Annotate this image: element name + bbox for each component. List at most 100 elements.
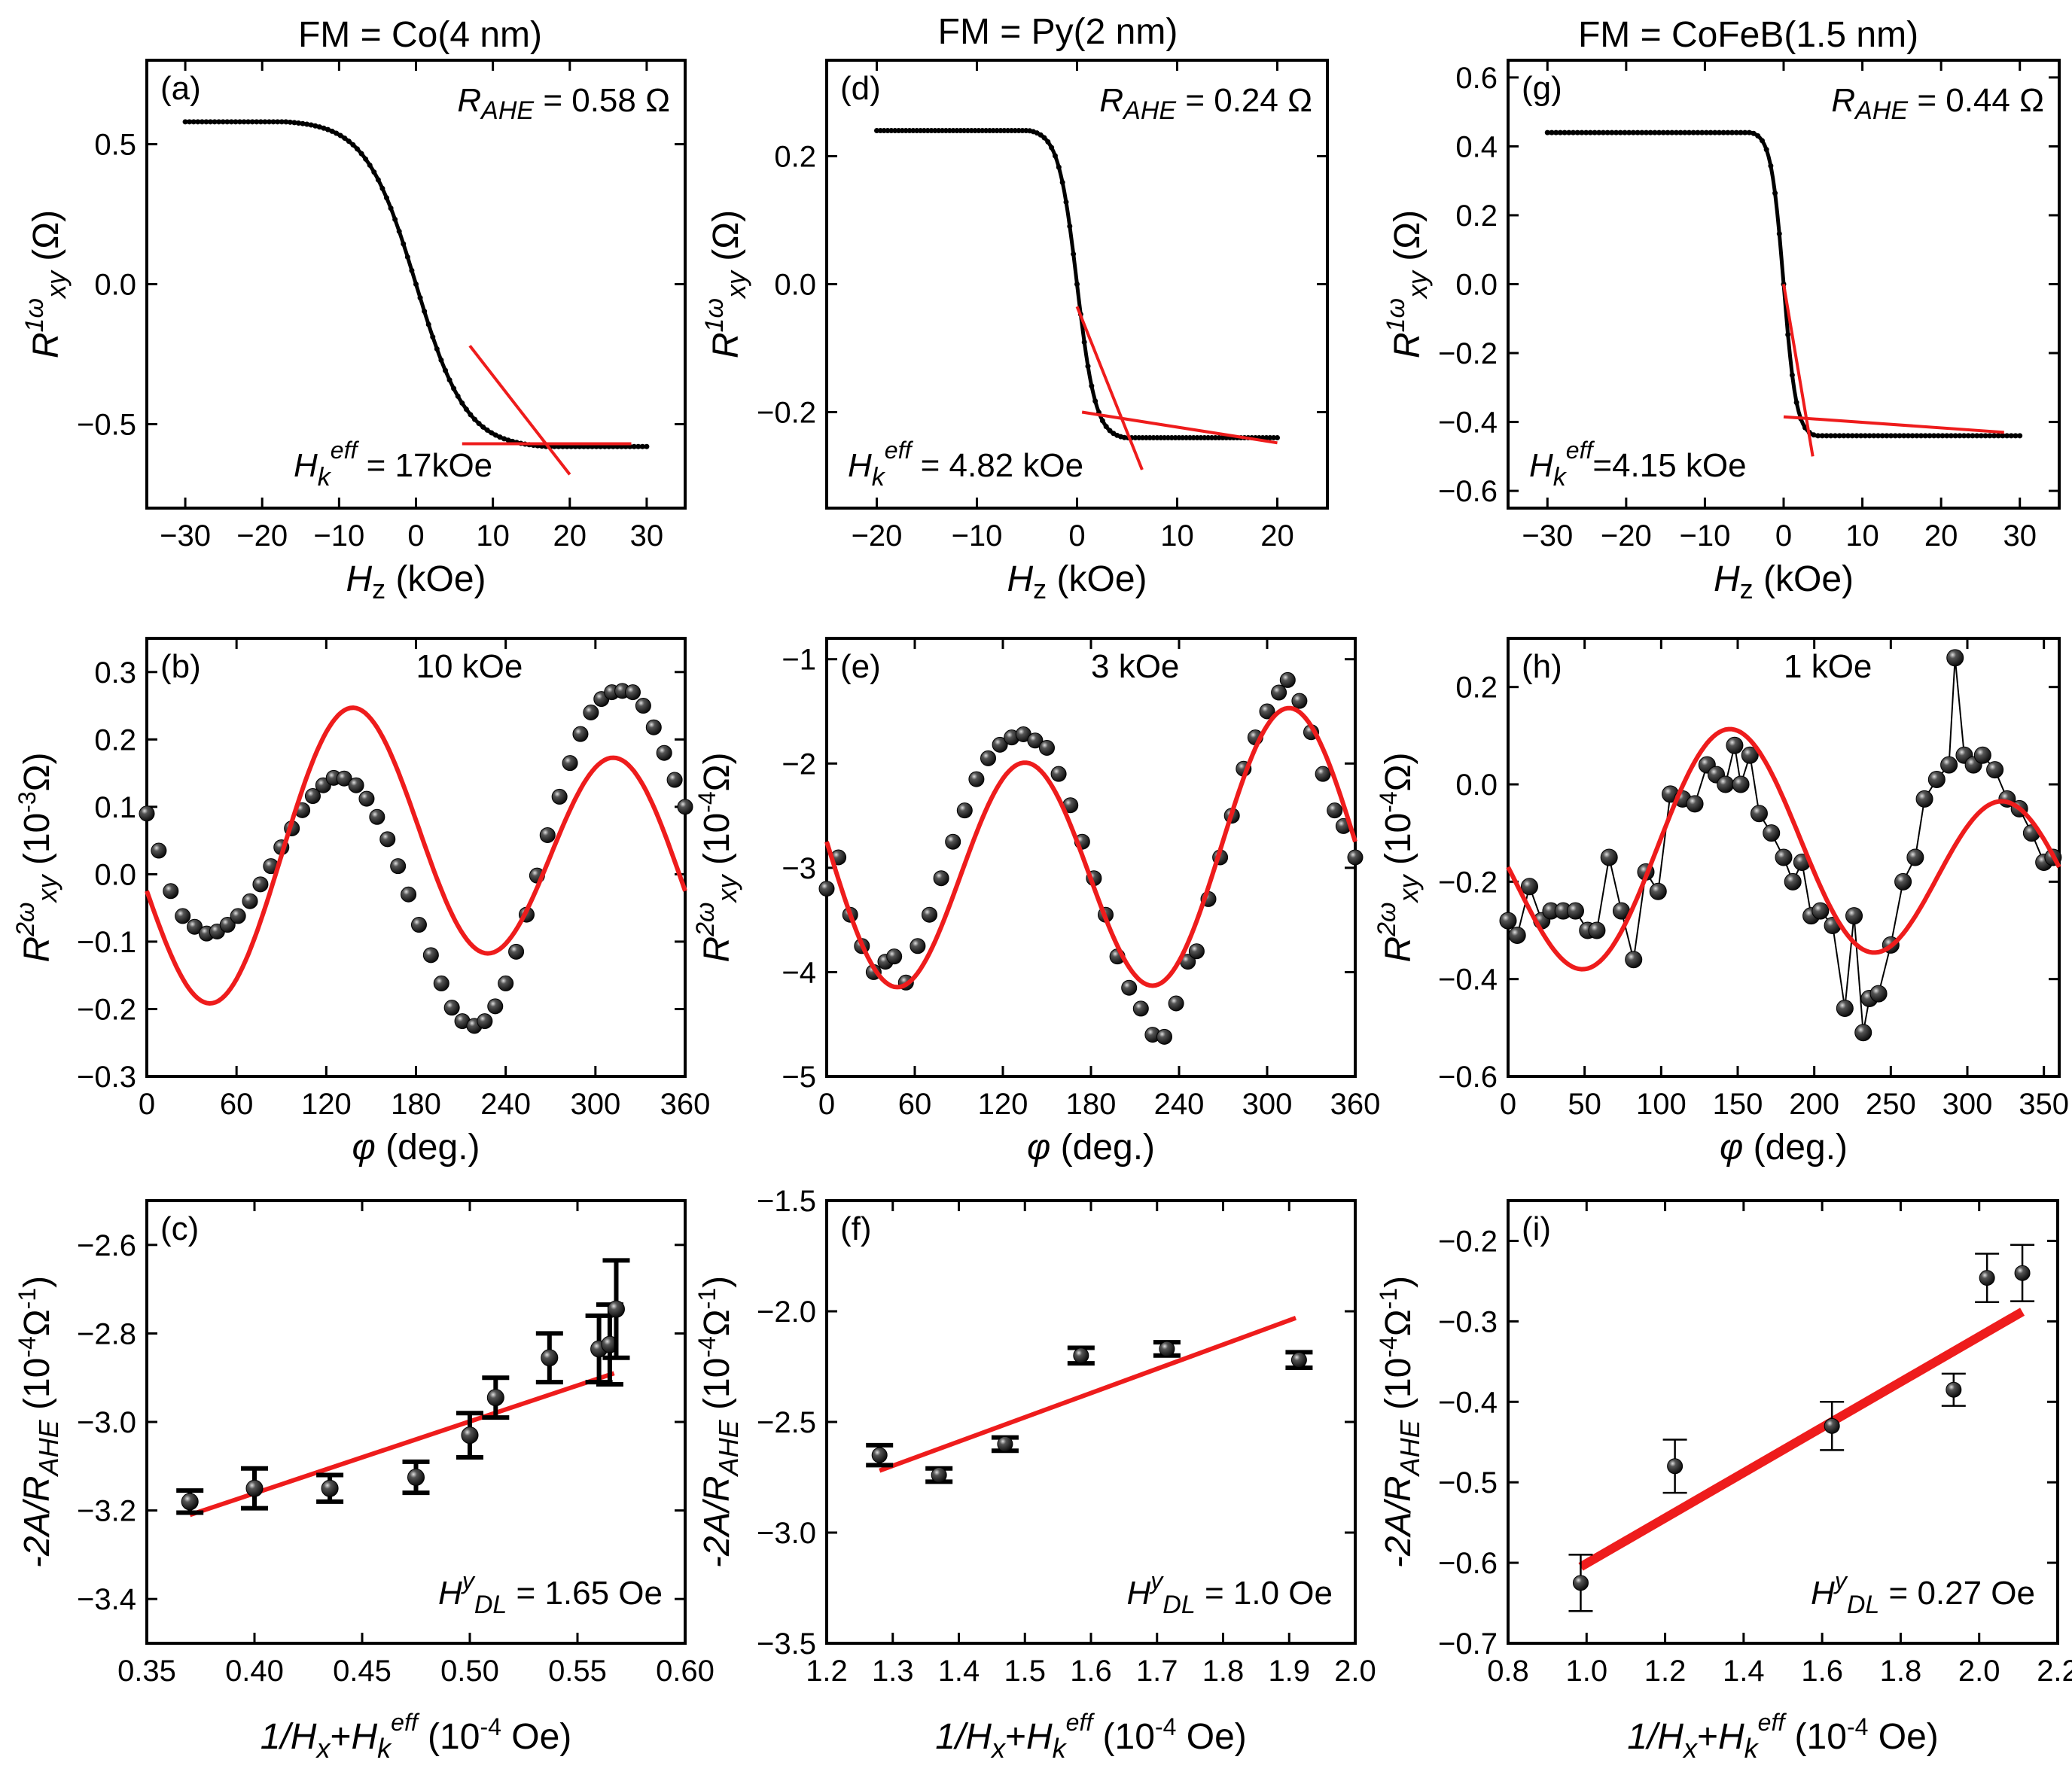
curve-point xyxy=(1832,433,1838,439)
data-point xyxy=(818,881,835,897)
data-point xyxy=(163,883,179,900)
y-tick-label: −3.0 xyxy=(757,1517,816,1550)
curve-point xyxy=(1892,433,1898,439)
data-point xyxy=(1750,805,1768,823)
x-tick-label: 2.0 xyxy=(1958,1655,2000,1688)
curve-point xyxy=(501,436,507,442)
data-point xyxy=(1784,872,1802,891)
y-tick-label: 0.2 xyxy=(1455,199,1498,233)
curve-point xyxy=(1751,130,1757,136)
y-tick-label: −0.2 xyxy=(1438,1225,1498,1258)
data-point xyxy=(348,777,364,793)
x-tick-label: 60 xyxy=(898,1088,932,1121)
data-point xyxy=(931,1467,947,1484)
hk-eff-annotation: Hkeff=4.15 kOe xyxy=(1529,437,1747,492)
panel-label: (c) xyxy=(160,1210,199,1247)
data-point xyxy=(1717,775,1735,793)
curve-point xyxy=(1059,179,1065,185)
data-point xyxy=(252,876,269,893)
curve-point xyxy=(2000,433,2006,439)
curve-point xyxy=(228,119,234,125)
curve-point xyxy=(1041,135,1047,141)
curve-point xyxy=(1687,129,1693,135)
data-point xyxy=(487,998,504,1015)
curve-point xyxy=(1089,383,1095,389)
data-point xyxy=(1667,1458,1684,1475)
curve-point xyxy=(940,128,946,133)
curve-point xyxy=(1103,424,1109,430)
curve-point xyxy=(325,126,331,132)
curve-point xyxy=(1768,163,1774,169)
y-tick-label: 0.2 xyxy=(1455,671,1498,705)
data-point xyxy=(635,698,651,714)
curve-point xyxy=(1712,129,1718,135)
x-tick-label: 1.0 xyxy=(1565,1655,1607,1688)
data-point xyxy=(1946,1381,1962,1398)
x-tick-label: 150 xyxy=(1713,1088,1763,1121)
h-dl-annotation: HyDL = 0.27 Oe xyxy=(1811,1567,2035,1619)
curve-point xyxy=(932,128,938,133)
x-tick-label: −10 xyxy=(1679,519,1730,553)
curve-point xyxy=(1733,129,1739,135)
h-dl-annotation: HyDL = 1.65 Oe xyxy=(438,1567,663,1619)
curve-point xyxy=(994,128,1000,133)
data-point xyxy=(1315,766,1331,782)
y-tick-label: −0.5 xyxy=(77,408,136,441)
x-tick-label: 1.7 xyxy=(1136,1655,1178,1688)
curve-point xyxy=(1263,435,1269,440)
curve-point xyxy=(505,437,511,443)
curve-point xyxy=(1914,433,1920,439)
curve-point xyxy=(1630,129,1636,135)
curve-point xyxy=(1879,433,1885,439)
curve-point xyxy=(187,119,193,125)
x-tick-label: 240 xyxy=(1154,1088,1205,1121)
data-point xyxy=(539,827,556,843)
y-tick-label: −2.0 xyxy=(757,1295,816,1329)
y-tick-label: −0.5 xyxy=(1438,1466,1498,1499)
curve-point xyxy=(1190,435,1196,440)
curve-point xyxy=(1162,435,1168,440)
fit-line xyxy=(1782,284,1815,457)
x-tick-label: 0.55 xyxy=(548,1655,607,1688)
curve-point xyxy=(972,128,978,133)
curve-point xyxy=(1970,433,1976,439)
curve-point xyxy=(350,142,356,148)
curve-point xyxy=(998,128,1004,133)
x-tick-label: −20 xyxy=(236,519,288,553)
data-point xyxy=(1050,766,1067,782)
y-tick-label: −0.2 xyxy=(1438,866,1498,899)
curve-point xyxy=(1212,435,1218,440)
curve-point xyxy=(1132,435,1138,440)
curve-point xyxy=(220,119,226,125)
panel-f: 1.2 1.3 1.4 1.5 1.6 1.7 1.8 1.9 2.0 −3.5 −3.0 −2.5 −… xyxy=(693,1185,1376,1764)
data-point xyxy=(1027,732,1044,749)
curve-point xyxy=(1866,433,1872,439)
curve-point xyxy=(958,128,964,133)
x-tick-label: 1.4 xyxy=(938,1655,980,1688)
y-axis-label: R1ωxy (Ω) xyxy=(700,210,751,358)
curve-point xyxy=(254,119,260,125)
y-tick-label: −2 xyxy=(782,747,816,781)
curve-point xyxy=(1158,435,1164,440)
curve-point xyxy=(346,139,352,145)
x-tick-label: 1.5 xyxy=(1004,1655,1046,1688)
curve-point xyxy=(1871,433,1877,439)
curve-point xyxy=(388,206,394,212)
y-tick-label: −4 xyxy=(782,956,816,989)
curve-point xyxy=(1557,129,1563,135)
curve-point xyxy=(964,128,970,133)
data-point xyxy=(401,886,417,903)
x-tick-label: 1.3 xyxy=(872,1655,914,1688)
curve-point xyxy=(237,119,242,125)
x-tick-label: 300 xyxy=(570,1088,620,1121)
curve-point xyxy=(257,119,264,125)
y-axis-label: R2ωxy (10-4Ω) xyxy=(1373,752,1424,962)
y-tick-label: −3.4 xyxy=(77,1583,136,1616)
x-tick-label: 10 xyxy=(1160,519,1194,553)
data-point xyxy=(407,1469,425,1486)
curve-point xyxy=(233,119,239,125)
curve-point xyxy=(943,128,949,133)
curve-point xyxy=(1198,435,1204,440)
field-label: 10 kOe xyxy=(416,648,523,685)
data-point xyxy=(1566,902,1584,920)
